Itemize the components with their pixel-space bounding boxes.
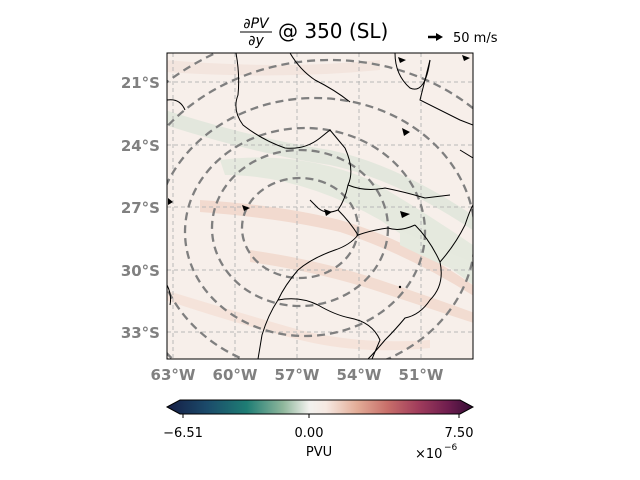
wind-vectors [168, 55, 470, 289]
lat-label: 30°S [121, 262, 160, 280]
colorbar-label: PVU [306, 445, 332, 460]
quiver-key: 50 m/s [428, 31, 498, 46]
pv-fill-bands [167, 60, 473, 351]
title-numerator: ∂PV [243, 16, 270, 32]
title-text: @ 350 (SL) [278, 19, 388, 43]
lon-label: 60°W [213, 366, 258, 384]
lon-labels: 63°W 60°W 57°W 54°W 51°W [151, 366, 444, 384]
colorbar-tick-label: −6.51 [163, 426, 203, 441]
colorbar-scale-base: ×10 [415, 447, 442, 462]
colorbar-bar [165, 399, 475, 415]
lon-label: 63°W [151, 366, 196, 384]
lon-label: 54°W [337, 366, 382, 384]
map-title: ∂PV ∂y @ 350 (SL) [240, 16, 388, 49]
coastlines-borders [167, 53, 473, 359]
map-panel [166, 52, 474, 360]
lon-label: 51°W [399, 366, 444, 384]
quiver-key-label: 50 m/s [453, 31, 498, 46]
colorbar-tick-label: 0.00 [295, 426, 324, 441]
colorbar-tick-label: 7.50 [445, 426, 474, 441]
lat-label: 33°S [121, 324, 160, 342]
lon-label: 57°W [275, 366, 320, 384]
colorbar: −6.51 0.00 7.50 PVU ×10 −6 [163, 399, 475, 462]
lat-label: 27°S [121, 199, 160, 217]
quiver-key-arrowhead [436, 33, 443, 41]
lat-labels: 21°S 24°S 27°S 30°S 33°S [121, 74, 160, 342]
title-denominator: ∂y [248, 33, 264, 49]
lat-label: 21°S [121, 74, 160, 92]
lat-label: 24°S [121, 137, 160, 155]
colorbar-scale-exponent: −6 [444, 443, 458, 453]
map-frame [166, 52, 474, 360]
